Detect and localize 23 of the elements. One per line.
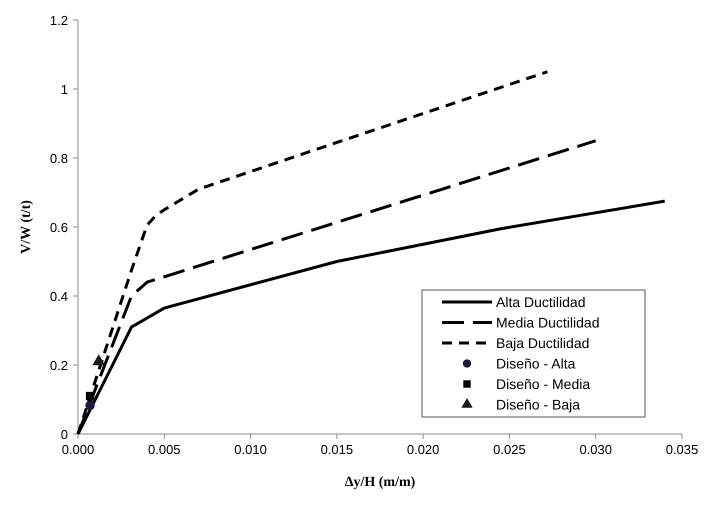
legend-label: Diseño - Baja xyxy=(496,396,580,412)
y-tick-label: 1.2 xyxy=(50,13,68,28)
y-tick-label: 0.4 xyxy=(50,289,68,304)
x-tick-label: 0.005 xyxy=(148,442,181,457)
y-tick-label: 1 xyxy=(60,82,68,97)
legend-label: Diseño - Alta xyxy=(496,356,576,372)
x-tick-label: 0.025 xyxy=(493,442,526,457)
legend-label: Alta Ductilidad xyxy=(496,294,586,310)
y-tick-label: 0.8 xyxy=(50,151,68,166)
y-tick-label: 0.2 xyxy=(50,358,68,373)
legend-label: Diseño - Media xyxy=(496,376,590,392)
x-tick-label: 0.020 xyxy=(406,442,440,457)
x-tick-label: 0.000 xyxy=(62,442,94,457)
x-axis-title: Δy/H (m/m) xyxy=(344,475,416,490)
legend-label: Baja Ductilidad xyxy=(496,335,590,351)
y-axis-title: V/W (t/t) xyxy=(19,200,34,254)
x-tick-label: 0.035 xyxy=(666,442,698,457)
x-tick-label: 0.030 xyxy=(579,442,612,457)
y-tick-label: 0.6 xyxy=(50,220,68,235)
x-tick-label: 0.015 xyxy=(320,442,354,457)
y-tick-label: 0 xyxy=(60,427,68,442)
legend-label: Media Ductilidad xyxy=(496,314,600,330)
x-tick-label: 0.010 xyxy=(234,442,267,457)
